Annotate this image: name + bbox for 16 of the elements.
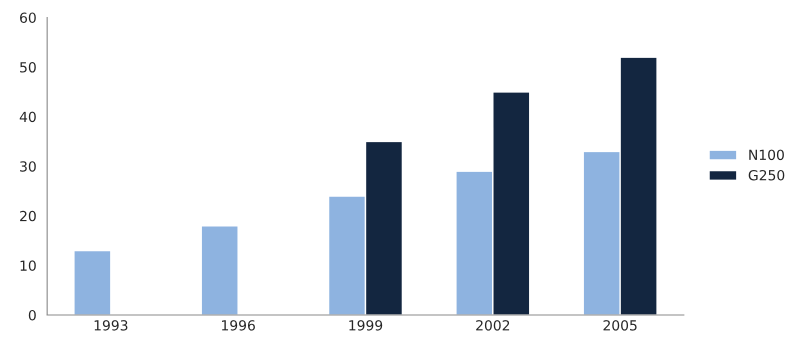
x-tick-label: 1993 bbox=[94, 320, 128, 331]
bar bbox=[200, 225, 239, 315]
x-tick-label: 2005 bbox=[604, 320, 637, 331]
y-tick-label: 10 bbox=[20, 260, 36, 271]
y-tick-label: 30 bbox=[20, 161, 36, 172]
y-tick-label: 40 bbox=[20, 112, 36, 122]
y-tick-label: 20 bbox=[20, 210, 36, 222]
y-tick-label: 60 bbox=[20, 12, 36, 23]
x-tick-label: 1996 bbox=[222, 320, 255, 331]
legend-label: N100 bbox=[749, 150, 784, 160]
bar bbox=[73, 250, 112, 315]
x-tick-label: 2002 bbox=[476, 320, 510, 331]
y-tick-label: 50 bbox=[20, 62, 36, 73]
x-tick-label: 1999 bbox=[349, 320, 382, 331]
legend-label: G250 bbox=[748, 170, 784, 180]
y-tick-label: 0 bbox=[28, 310, 36, 320]
